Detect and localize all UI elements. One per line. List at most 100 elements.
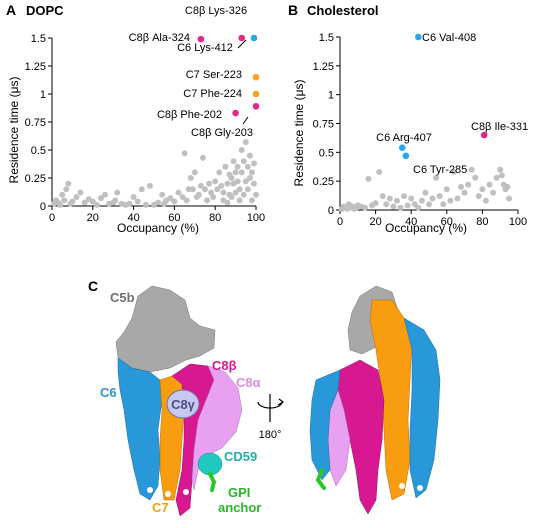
y-tick-label: 0.75	[25, 117, 46, 129]
highlighted-point	[197, 35, 205, 43]
data-point	[232, 169, 239, 176]
data-point	[197, 182, 204, 189]
rotation-indicator: 180°	[257, 394, 285, 441]
annotation-leader-line	[242, 116, 249, 125]
chart-a-xlabel: Occupancy (%)	[117, 221, 199, 235]
data-point	[433, 174, 440, 181]
x-tick-label: 80	[209, 212, 221, 224]
data-point	[458, 183, 465, 190]
data-point	[206, 180, 213, 187]
label-c8a: C8α	[236, 375, 261, 390]
y-tick-label: 0.5	[31, 145, 46, 157]
x-tick-label: 60	[441, 216, 453, 228]
point-annotation: C6 Lys-412	[177, 42, 233, 54]
c5b-region-left	[115, 285, 216, 373]
highlighted-point	[250, 34, 258, 42]
data-point	[228, 194, 235, 201]
data-point	[490, 189, 497, 196]
x-tick-label: 40	[127, 212, 139, 224]
data-point	[246, 152, 253, 159]
data-point	[497, 166, 504, 173]
data-point	[189, 186, 196, 193]
data-point	[376, 168, 383, 175]
data-point	[159, 191, 166, 198]
data-point	[248, 169, 255, 176]
c8g-bubble-left	[166, 389, 200, 419]
data-point	[181, 150, 188, 157]
data-point	[372, 200, 379, 207]
data-point	[175, 189, 182, 196]
data-point	[244, 186, 251, 193]
structure-left-view	[115, 285, 243, 517]
point-annotation: C8β Phe-202	[157, 109, 222, 121]
data-point	[77, 189, 84, 196]
membrane-patch	[147, 487, 153, 493]
data-point	[220, 197, 227, 204]
data-point	[146, 182, 153, 189]
point-annotation: C8β Lys-326	[185, 5, 247, 17]
data-point	[102, 191, 109, 198]
data-point	[479, 186, 486, 193]
membrane-patch	[399, 483, 405, 489]
label-cd59: CD59	[224, 449, 257, 464]
data-point	[246, 175, 253, 181]
x-tick-label: 0	[337, 216, 343, 228]
data-point	[134, 198, 141, 205]
data-point	[191, 169, 198, 176]
data-point	[253, 191, 259, 198]
membrane-patch	[183, 489, 189, 495]
data-point	[450, 168, 457, 175]
highlighted-point	[480, 131, 488, 139]
data-point	[244, 163, 251, 170]
membrane-patch	[417, 485, 423, 491]
y-tick-label: 0.25	[25, 173, 46, 185]
data-point	[214, 186, 221, 193]
label-c5b: C5b	[110, 290, 135, 305]
label-c8b: C8β	[212, 358, 237, 373]
data-point	[226, 171, 233, 178]
data-point	[468, 166, 475, 173]
data-point	[386, 195, 393, 202]
x-tick-label: 80	[476, 216, 488, 228]
point-annotation: C6 Val-408	[422, 32, 476, 44]
data-point	[230, 158, 237, 165]
data-point	[199, 154, 206, 161]
gpi-anchor-left	[208, 472, 217, 492]
data-point	[475, 193, 482, 200]
structure-right-view	[309, 285, 441, 515]
data-point	[238, 147, 245, 153]
chart-a-dopc: Residence time (μs) Occupancy (%) 0 20 40 6…	[7, 5, 265, 235]
data-point	[210, 194, 217, 201]
rotation-label: 180°	[259, 429, 282, 441]
label-c6: C6	[100, 385, 117, 400]
data-point	[426, 201, 432, 208]
x-tick-label: 20	[87, 212, 99, 224]
panel-b-letter: B	[288, 2, 298, 18]
y-tick-label: 1.5	[319, 32, 334, 44]
data-point	[390, 203, 397, 210]
data-point	[379, 193, 386, 200]
data-point	[61, 197, 68, 204]
data-point	[222, 163, 229, 170]
data-point	[472, 174, 479, 181]
data-point	[183, 197, 190, 204]
data-point	[383, 201, 390, 208]
point-annotation: C8β Gly-203	[191, 127, 253, 139]
data-point	[93, 201, 100, 208]
point-annotation: C8β Ala-324	[129, 32, 190, 44]
rotation-arrowhead-icon	[277, 398, 285, 406]
data-point	[208, 189, 215, 196]
data-point	[401, 193, 408, 200]
x-tick-label: 60	[168, 212, 180, 224]
y-tick-label: 1	[40, 89, 46, 101]
data-point	[250, 160, 257, 167]
data-point	[89, 198, 96, 205]
data-point	[138, 186, 145, 193]
data-point	[429, 195, 436, 202]
data-point	[504, 183, 511, 190]
data-point	[59, 191, 66, 198]
data-point	[404, 202, 411, 209]
label-gpi-line1: GPI	[228, 485, 250, 500]
data-point	[447, 197, 454, 204]
highlighted-point	[252, 103, 260, 110]
